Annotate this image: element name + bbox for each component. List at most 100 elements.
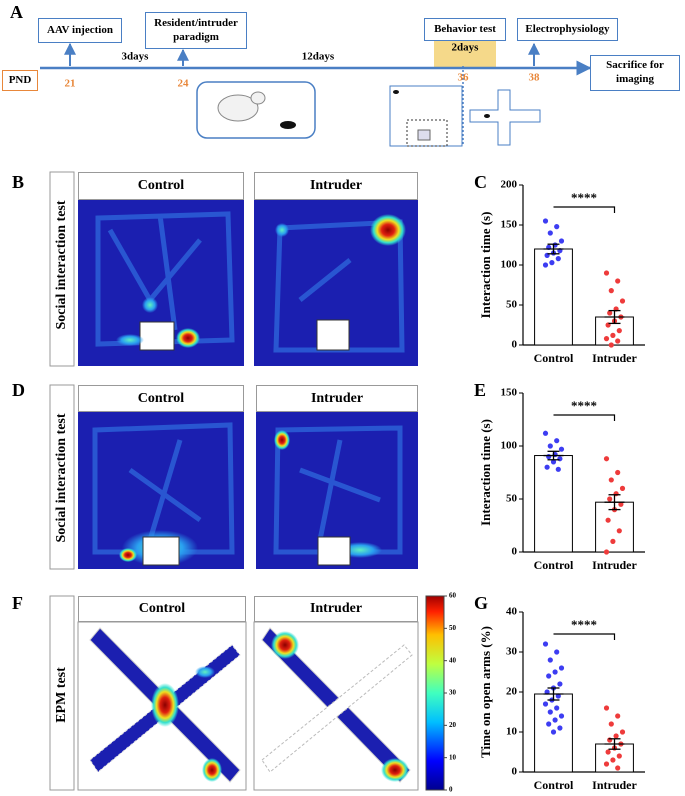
epm-schematic (469, 89, 541, 146)
resident-mouse (280, 121, 296, 129)
significance-bracket (553, 206, 616, 213)
data-point (558, 238, 565, 244)
data-point (608, 477, 614, 483)
x-tick-label: Control (534, 778, 574, 792)
heatmap (256, 412, 418, 569)
colorbar-tick-label: 60 (449, 592, 457, 600)
data-point (550, 459, 557, 465)
data-point (554, 649, 560, 655)
pnd-box: PND (2, 70, 38, 91)
y-tick-label: 10 (506, 726, 518, 738)
x-tick-label: Intruder (592, 558, 637, 572)
y-tick-label: 100 (501, 259, 518, 271)
interval-label: 2days (452, 42, 480, 54)
data-point (613, 733, 619, 739)
interval-label: 3days (122, 51, 150, 63)
data-point (603, 336, 610, 342)
data-point (619, 485, 626, 491)
colorbar-tick-label: 40 (449, 656, 457, 664)
data-point (547, 230, 553, 236)
data-point (608, 342, 614, 348)
data-point (615, 338, 621, 344)
data-point (610, 538, 616, 545)
event-box: AAV injection (38, 18, 122, 43)
mouse-head (250, 91, 266, 105)
panel-letter: B (12, 172, 24, 192)
y-tick-label: 0 (512, 546, 518, 558)
data-point (558, 665, 565, 671)
data-point (558, 446, 565, 452)
data-point (616, 328, 622, 334)
heatmap-title: Control (78, 385, 244, 412)
day-label: 24 (178, 78, 190, 90)
data-point (544, 689, 550, 695)
y-tick-label: 40 (506, 606, 518, 618)
row-label-frame (49, 595, 75, 791)
panel-letter: D (12, 380, 25, 400)
significance-label: **** (571, 190, 597, 205)
heatmap (77, 621, 247, 791)
data-point (555, 693, 561, 699)
panel-letter: F (12, 593, 23, 613)
data-point (616, 753, 622, 759)
data-point (554, 705, 560, 711)
data-point (605, 749, 611, 755)
data-point (552, 669, 558, 675)
data-point (542, 641, 549, 647)
significance-bracket (553, 633, 616, 640)
data-point (546, 673, 552, 679)
data-point (615, 469, 621, 476)
data-point (555, 256, 561, 262)
data-point (608, 721, 614, 727)
row-label: Social interaction test (54, 413, 69, 542)
heatmap-title: Intruder (256, 385, 418, 412)
heatmap-title: Control (78, 596, 246, 622)
zone (406, 119, 448, 147)
x-tick-label: Control (534, 558, 574, 572)
data-point (615, 713, 621, 719)
y-tick-label: 30 (506, 646, 518, 658)
row-label: Social interaction test (54, 200, 69, 329)
colorbar (425, 595, 445, 791)
heatmap (78, 200, 244, 366)
data-point (544, 464, 550, 470)
heatmap (78, 412, 244, 569)
mouse-icon (393, 90, 399, 94)
data-point (542, 430, 549, 436)
significance-bracket (553, 414, 616, 421)
test-window (434, 41, 496, 67)
event-box: Behavior test (424, 18, 506, 41)
data-point (546, 454, 552, 460)
data-point (603, 456, 610, 462)
y-tick-label: 50 (506, 299, 518, 311)
day-label: 38 (529, 72, 541, 84)
heatmap-title: Control (78, 172, 244, 200)
data-point (547, 657, 553, 663)
data-point (542, 218, 549, 224)
data-point (603, 761, 610, 767)
colorbar-tick-label: 30 (449, 689, 457, 697)
colorbar-tick-label: 10 (449, 753, 457, 761)
y-axis-label: Time on open arms (%) (478, 626, 493, 758)
data-point (555, 466, 561, 472)
data-point (619, 729, 626, 735)
y-axis-label: Interaction time (s) (478, 212, 493, 319)
data-point (550, 729, 557, 735)
data-point (615, 765, 621, 771)
mouse-icon (484, 114, 490, 118)
bar (534, 248, 573, 346)
data-point (619, 298, 626, 304)
significance-label: **** (571, 398, 597, 413)
y-tick-label: 50 (506, 493, 518, 505)
day-label: 21 (65, 78, 76, 90)
data-point (547, 709, 553, 715)
data-point (557, 681, 563, 687)
x-tick-label: Control (534, 351, 574, 365)
day-label: 36 (458, 72, 470, 84)
panel-letter: C (474, 172, 487, 192)
panel-letter: A (10, 2, 23, 22)
significance-label: **** (571, 617, 597, 632)
colorbar-tick-label: 0 (449, 786, 453, 794)
data-point (607, 496, 613, 502)
x-tick-label: Intruder (592, 778, 637, 792)
